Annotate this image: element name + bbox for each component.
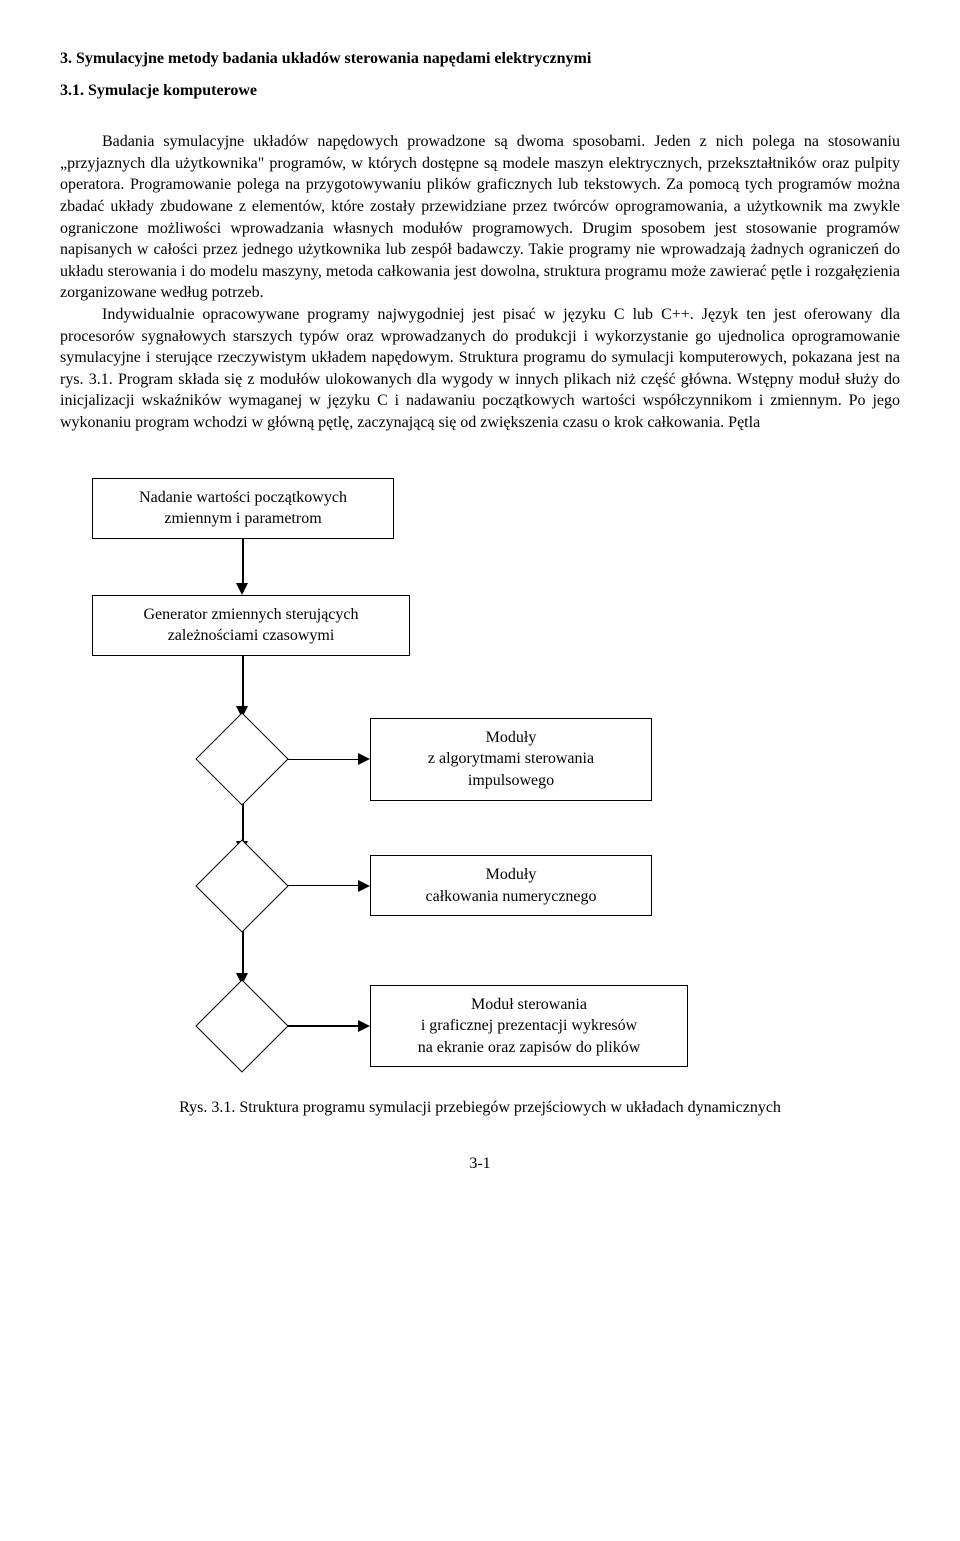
- flowchart-decision: [195, 839, 288, 932]
- page-number: 3-1: [60, 1153, 900, 1175]
- flowchart-box-init-line2: zmiennym i parametrom: [164, 510, 321, 527]
- subsection-title: 3.1. Symulacje komputerowe: [60, 80, 900, 102]
- flowchart-arrow-icon: [236, 583, 248, 595]
- figure-caption: Rys. 3.1. Struktura programu symulacji p…: [60, 1097, 900, 1119]
- flowchart-box-numeric-integration: Moduły całkowania numerycznego: [370, 855, 652, 916]
- flowchart-decision: [195, 713, 288, 806]
- flowchart-arrow-icon: [358, 1020, 370, 1032]
- flowchart-box-output: Moduł sterowania i graficznej prezentacj…: [370, 985, 688, 1068]
- section-title: 3. Symulacyjne metody badania układów st…: [60, 48, 900, 70]
- flowchart-box3-line1: Moduły: [486, 729, 537, 746]
- flowchart-connector: [288, 1025, 358, 1027]
- flowchart-box-init-line1: Nadanie wartości początkowych: [139, 489, 347, 506]
- flowchart-box-generator-line2: zależnościami czasowymi: [168, 627, 335, 644]
- flowchart-box-init: Nadanie wartości początkowych zmiennym i…: [92, 478, 394, 539]
- flowchart-decision: [195, 979, 288, 1072]
- flowchart-box3-line2: z algorytmami sterowania: [428, 750, 594, 767]
- flowchart-connector: [242, 801, 244, 841]
- flowchart-connector: [288, 759, 358, 761]
- flowchart-arrow-icon: [358, 880, 370, 892]
- paragraph-2: Indywidualnie opracowywane programy najw…: [60, 304, 900, 434]
- flowchart-box5-line1: Moduł sterowania: [471, 996, 587, 1013]
- flowchart-box3-line3: impulsowego: [468, 772, 554, 789]
- flowchart-box5-line2: i graficznej prezentacji wykresów: [421, 1017, 637, 1034]
- flowchart-box4-line1: Moduły: [486, 866, 537, 883]
- paragraph-1: Badania symulacyjne układów napędowych p…: [60, 131, 900, 304]
- flowchart-box5-line3: na ekranie oraz zapisów do plików: [418, 1039, 641, 1056]
- flowchart-box-control-algorithms: Moduły z algorytmami sterowania impulsow…: [370, 718, 652, 801]
- flowchart-box-generator-line1: Generator zmiennych sterujących: [143, 606, 358, 623]
- flowchart-box-generator: Generator zmiennych sterujących zależnoś…: [92, 595, 410, 656]
- flowchart-arrow-icon: [358, 753, 370, 765]
- flowchart-connector: [242, 539, 244, 583]
- flowchart: Nadanie wartości początkowych zmiennym i…: [92, 478, 900, 1068]
- flowchart-box4-line2: całkowania numerycznego: [425, 888, 596, 905]
- flowchart-connector: [288, 885, 358, 887]
- flowchart-connector: [242, 656, 244, 706]
